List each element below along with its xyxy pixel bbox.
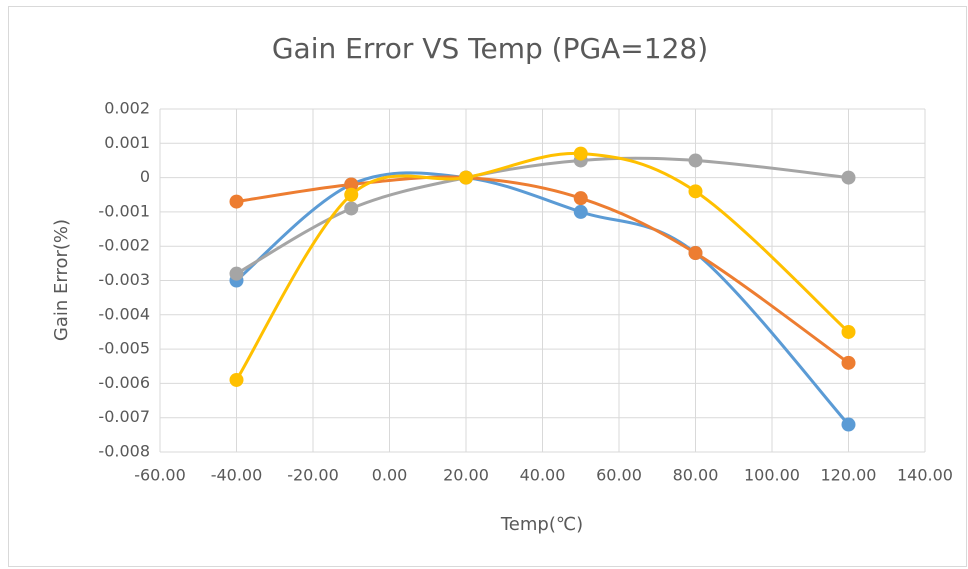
x-tick-label: 60.00	[596, 466, 642, 485]
y-tick-label: 0	[140, 167, 150, 186]
data-point	[229, 194, 244, 209]
chart-title: Gain Error VS Temp (PGA=128)	[272, 32, 708, 65]
y-tick-label: -0.001	[98, 201, 150, 220]
series-line	[235, 156, 850, 276]
data-point	[841, 170, 856, 185]
x-axis-label: Temp(℃)	[500, 514, 583, 535]
y-tick-label: -0.006	[98, 373, 150, 392]
data-point	[459, 170, 473, 185]
chart-border	[8, 6, 967, 567]
data-point	[688, 184, 703, 199]
data-point	[229, 372, 244, 387]
x-tick-label: 100.00	[744, 466, 800, 485]
y-tick-label: 0.002	[104, 99, 150, 118]
data-point	[344, 177, 359, 192]
data-point	[229, 266, 244, 281]
x-tick-label: 0.00	[372, 466, 408, 485]
x-tick-label: 80.00	[673, 466, 719, 485]
x-tick-label: 40.00	[520, 466, 566, 485]
y-tick-label: -0.003	[98, 270, 150, 289]
y-tick-label: 0.001	[104, 133, 150, 152]
data-point	[344, 187, 359, 202]
data-point	[688, 153, 703, 168]
y-tick-label: -0.008	[98, 442, 150, 461]
data-point	[573, 146, 588, 161]
data-point	[841, 355, 856, 370]
x-tick-label: 20.00	[443, 466, 489, 485]
data-point	[688, 246, 703, 261]
x-tick-label: 120.00	[821, 466, 877, 485]
y-tick-label: -0.005	[98, 339, 150, 358]
data-point	[841, 417, 856, 432]
x-tick-label: -60.00	[134, 466, 186, 485]
y-tick-label: -0.007	[98, 407, 150, 426]
x-tick-label: 140.00	[897, 466, 953, 485]
y-tick-label: -0.004	[98, 304, 150, 323]
series-line	[235, 171, 850, 427]
y-axis-label: Gain Error(%)	[51, 219, 72, 341]
data-point	[573, 204, 588, 219]
y-tick-label: -0.002	[98, 236, 150, 255]
data-point	[344, 201, 359, 216]
x-tick-label: -20.00	[287, 466, 339, 485]
x-tick-label: -40.00	[211, 466, 263, 485]
series-line	[235, 151, 850, 382]
data-point	[573, 191, 588, 206]
data-point	[841, 324, 856, 339]
